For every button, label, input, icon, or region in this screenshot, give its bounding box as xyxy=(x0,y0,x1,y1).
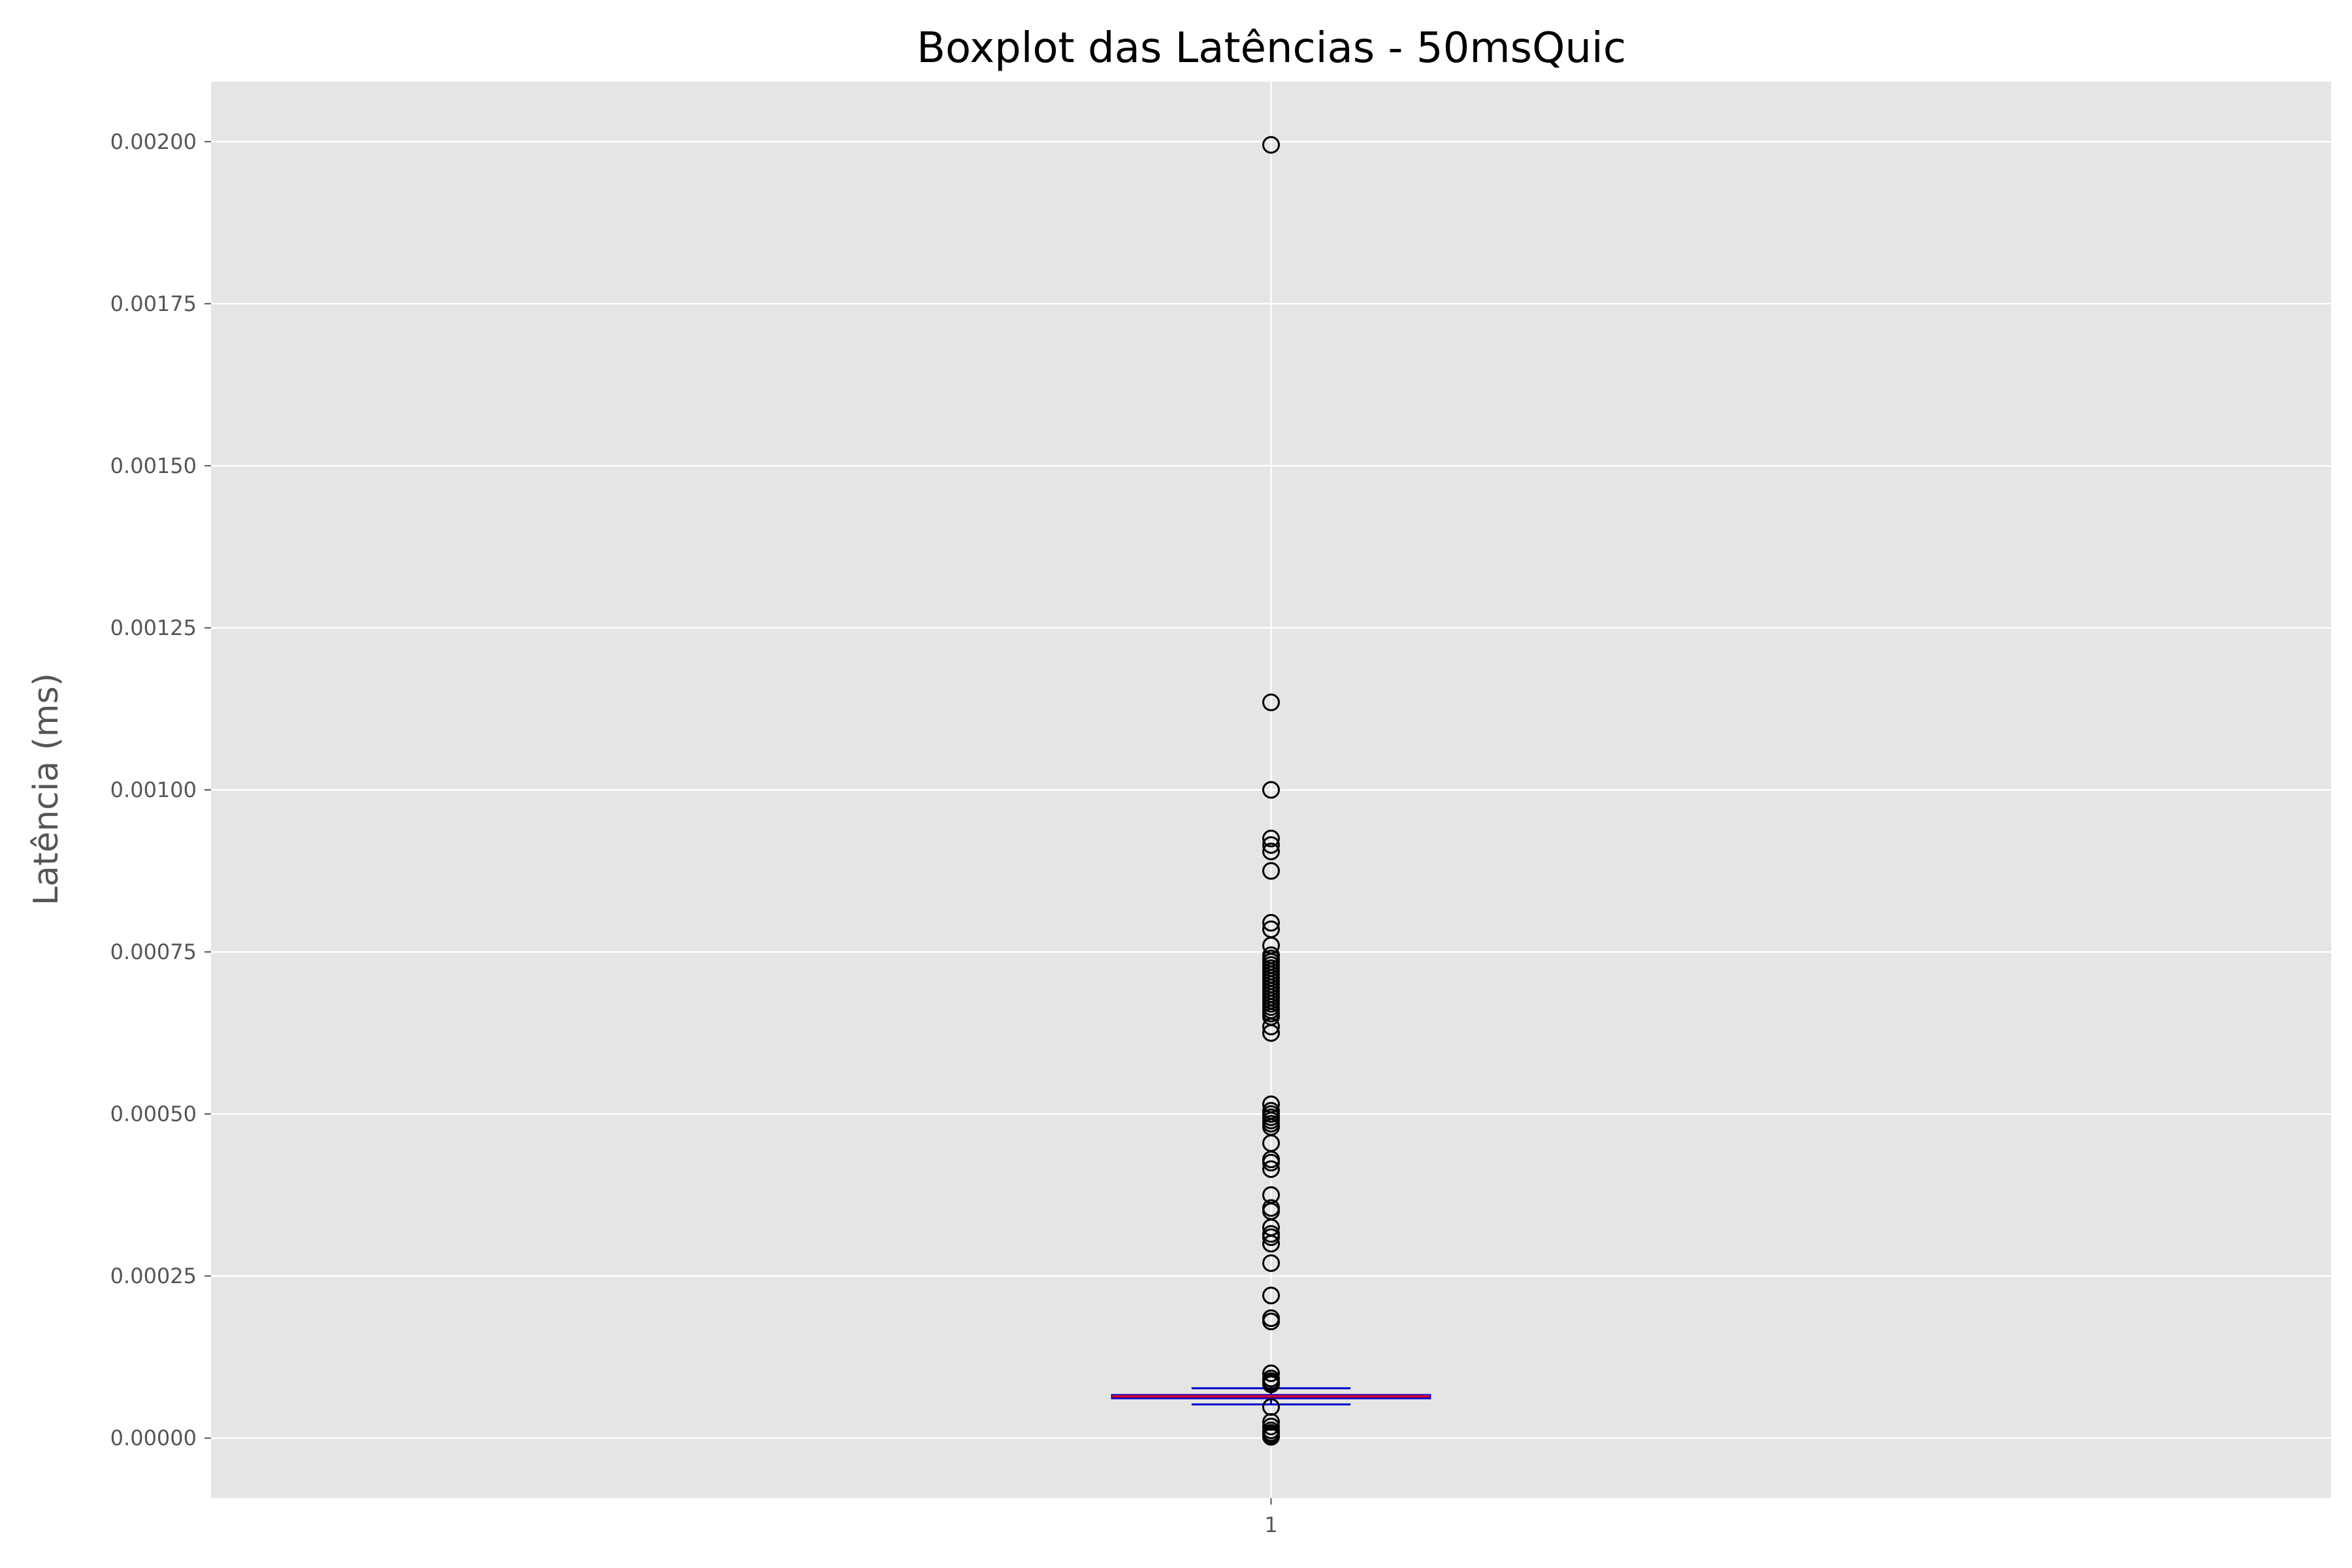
y-tick-label: 0.00100 xyxy=(110,777,197,802)
y-tick-label: 0.00025 xyxy=(110,1264,197,1288)
y-tick-label: 0.00200 xyxy=(110,129,197,154)
outlier-point xyxy=(1262,1286,1280,1305)
chart-title: Boxplot das Latências - 50msQuic xyxy=(917,24,1626,73)
outlier-point xyxy=(1262,1364,1280,1382)
outlier-point xyxy=(1262,829,1280,847)
outlier-point xyxy=(1262,842,1280,860)
grid-lines xyxy=(211,82,2331,1498)
y-tick-label: 0.00075 xyxy=(110,939,197,964)
outlier-point xyxy=(1262,1017,1280,1036)
outlier-point xyxy=(1262,1154,1280,1172)
y-tick-label: 0.00000 xyxy=(110,1426,197,1450)
x-tick-label: 1 xyxy=(1264,1512,1277,1537)
outlier-point xyxy=(1262,1375,1280,1394)
outlier-point xyxy=(1262,781,1280,799)
outlier-point xyxy=(1262,1228,1280,1247)
outlier-point xyxy=(1262,693,1280,711)
outlier-point xyxy=(1262,862,1280,880)
y-tick-label: 0.00150 xyxy=(110,453,197,478)
outliers xyxy=(1262,136,1280,1446)
y-axis: 0.00000 0.00025 0.00050 0.00075 0.00100 0.001… xyxy=(110,129,211,1450)
outlier-point xyxy=(1262,913,1280,932)
outlier-point xyxy=(1262,1160,1280,1178)
outlier-point xyxy=(1262,1428,1280,1446)
outlier-point xyxy=(1262,1254,1280,1272)
y-tick-label: 0.00050 xyxy=(110,1102,197,1126)
outlier-point xyxy=(1262,1024,1280,1042)
x-axis: 1 xyxy=(1264,1498,1278,1537)
y-axis-label: Latência (ms) xyxy=(27,673,66,906)
y-tick-label: 0.00175 xyxy=(110,291,197,316)
outlier-point xyxy=(1262,1313,1280,1331)
outlier-point xyxy=(1262,136,1280,154)
outlier-point xyxy=(1262,1235,1280,1253)
outlier-point xyxy=(1262,836,1280,854)
y-tick-label: 0.00125 xyxy=(110,615,197,640)
